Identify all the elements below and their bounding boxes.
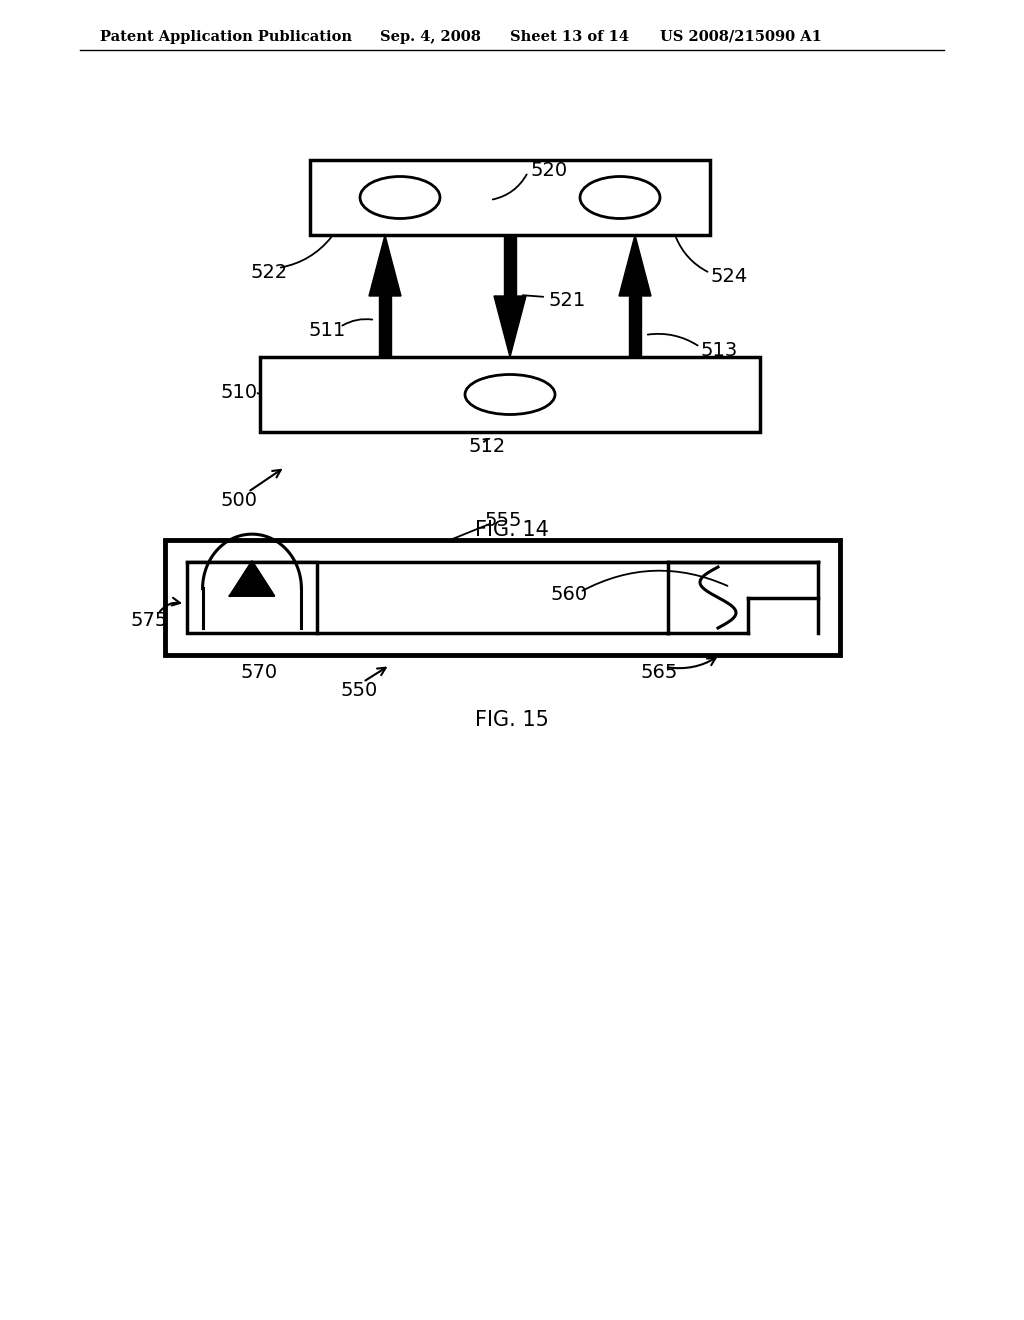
Text: 522: 522 — [250, 263, 288, 281]
Text: 521: 521 — [548, 290, 586, 309]
Text: 565: 565 — [640, 663, 677, 681]
Text: FIG. 15: FIG. 15 — [475, 710, 549, 730]
Text: 510: 510 — [220, 383, 257, 401]
Bar — [165, 540, 840, 655]
Text: Patent Application Publication: Patent Application Publication — [100, 30, 352, 44]
Bar — [505, 235, 516, 296]
Text: Sep. 4, 2008: Sep. 4, 2008 — [380, 30, 481, 44]
Bar — [260, 356, 760, 432]
Text: 511: 511 — [308, 321, 345, 339]
Text: US 2008/215090 A1: US 2008/215090 A1 — [660, 30, 822, 44]
Text: 555: 555 — [485, 511, 522, 529]
Text: FIG. 14: FIG. 14 — [475, 520, 549, 540]
Text: 570: 570 — [240, 663, 278, 681]
Bar — [380, 296, 390, 356]
Text: 513: 513 — [700, 341, 737, 359]
Polygon shape — [618, 235, 651, 296]
Ellipse shape — [360, 177, 440, 219]
Bar — [630, 296, 641, 356]
Text: 575: 575 — [130, 610, 167, 630]
Ellipse shape — [465, 375, 555, 414]
Bar — [187, 562, 317, 634]
Bar — [310, 160, 710, 235]
Text: 524: 524 — [710, 268, 748, 286]
Polygon shape — [494, 296, 526, 356]
Text: 500: 500 — [220, 491, 257, 510]
Polygon shape — [229, 561, 274, 595]
Polygon shape — [369, 235, 401, 296]
Text: 550: 550 — [340, 681, 377, 700]
Text: 512: 512 — [468, 437, 505, 457]
Text: 560: 560 — [550, 585, 587, 603]
Text: 520: 520 — [530, 161, 567, 180]
Text: Sheet 13 of 14: Sheet 13 of 14 — [510, 30, 629, 44]
Ellipse shape — [580, 177, 660, 219]
